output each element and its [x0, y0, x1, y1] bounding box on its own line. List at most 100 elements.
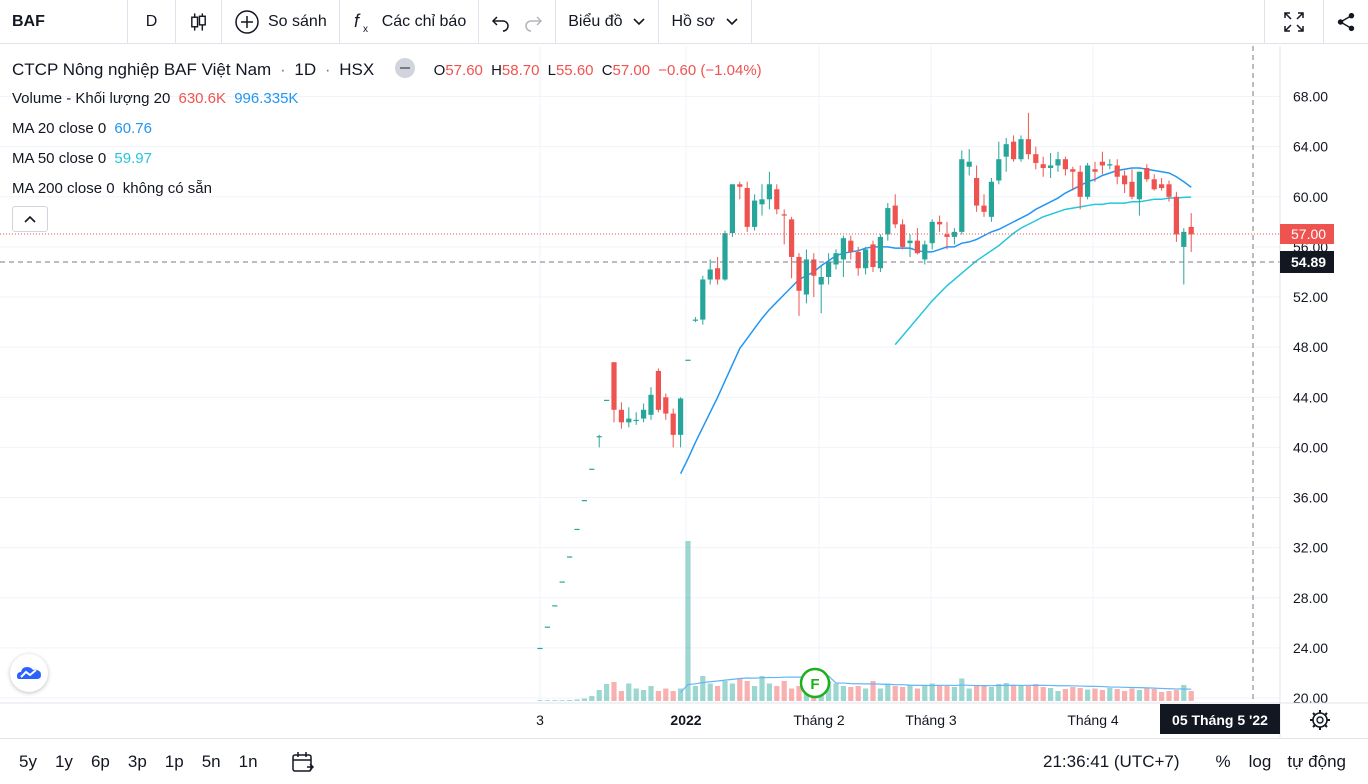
legend-collapse-button[interactable] — [12, 206, 48, 232]
candle-body — [1025, 139, 1031, 155]
candle — [1011, 135, 1017, 162]
crosshair-time-tag: 05 Tháng 5 '22 — [1160, 704, 1280, 734]
candle — [789, 216, 795, 279]
candle — [1159, 178, 1165, 191]
range-button[interactable]: 5y — [19, 751, 37, 771]
volume-bar — [1085, 689, 1091, 701]
share-button[interactable] — [1324, 0, 1368, 44]
candle — [589, 468, 595, 470]
event-marker[interactable]: F — [799, 667, 831, 699]
range-button[interactable]: 3p — [127, 751, 147, 771]
volume-bar — [1011, 686, 1017, 701]
time-axis[interactable]: 3 2022 Tháng 2 Tháng 3 Tháng 4 — [536, 712, 1119, 728]
candle-body — [1003, 144, 1009, 157]
candle-body — [559, 581, 565, 583]
fullscreen-button[interactable] — [1264, 0, 1324, 44]
volume-bar — [1151, 689, 1157, 701]
candle — [1122, 170, 1128, 194]
time-label: 2022 — [670, 712, 701, 728]
candle — [596, 434, 602, 448]
volume-bar — [618, 691, 624, 701]
candles — [537, 112, 1194, 650]
candle-body — [567, 556, 573, 558]
compare-button[interactable]: So sánh — [222, 0, 340, 44]
low-label: L — [547, 62, 556, 79]
candle — [552, 605, 558, 607]
volume-bar — [1181, 685, 1187, 701]
candle-body — [1188, 226, 1194, 235]
time-label: 3 — [536, 712, 544, 728]
candles-icon — [191, 12, 206, 31]
candle — [1025, 112, 1031, 160]
candle-body — [833, 253, 839, 265]
candle-body — [1114, 165, 1120, 177]
volume-bar — [722, 681, 728, 701]
volume-bar — [589, 696, 595, 701]
profile-menu-button[interactable]: Hồ sơ — [659, 0, 752, 44]
interval-button[interactable]: D — [128, 0, 176, 44]
candle-body — [1159, 184, 1165, 189]
volume-bar — [1173, 690, 1179, 701]
candle — [700, 275, 706, 325]
clock-time[interactable]: 21:36:41 (UTC+7) — [1042, 751, 1180, 771]
legend-exchange: HSX — [339, 60, 375, 79]
candle-body — [1085, 165, 1091, 197]
time-label: Tháng 3 — [905, 712, 957, 728]
volume-bar — [544, 700, 550, 701]
indicators-button[interactable]: f x Các chỉ báo — [340, 0, 480, 44]
candle-body — [581, 500, 587, 502]
candle-body — [1055, 159, 1061, 166]
percent-toggle[interactable]: % — [1215, 751, 1231, 771]
candle-body — [707, 269, 713, 280]
time-label: Tháng 4 — [1067, 712, 1119, 728]
volume-bars — [537, 541, 1194, 701]
crosshair-price-tag: 54.89 — [1280, 251, 1334, 273]
volume-bar — [641, 690, 647, 701]
volume-bar — [1018, 685, 1024, 701]
price-tick-label: 40.00 — [1293, 439, 1328, 455]
date-range-button[interactable] — [291, 751, 315, 773]
candle — [1136, 171, 1142, 216]
range-button[interactable]: 1p — [164, 751, 184, 771]
last-price-tag: 57.00 — [1280, 224, 1334, 244]
chart-area[interactable]: 68.00 64.00 60.00 56.00 52.00 48.00 44.00 40.00… — [0, 45, 1368, 737]
range-button[interactable]: 1n — [238, 751, 258, 771]
candle — [1048, 152, 1054, 179]
candle-body — [996, 159, 1002, 181]
chart-menu-label: Biểu đồ — [568, 12, 623, 30]
candle-body — [692, 319, 698, 321]
candle-type-button[interactable] — [176, 0, 222, 44]
candle-body — [1136, 171, 1142, 200]
candle-body — [974, 178, 980, 206]
candle-body — [604, 399, 610, 401]
volume-bar — [840, 686, 846, 701]
volume-bar — [1033, 684, 1039, 701]
candle — [803, 249, 809, 304]
tradingview-logo-button[interactable] — [10, 654, 48, 692]
candle-body — [907, 240, 913, 244]
range-button[interactable]: 5n — [201, 751, 221, 771]
log-toggle[interactable]: log — [1248, 751, 1272, 771]
settings-gear-icon[interactable] — [1310, 710, 1330, 730]
range-button[interactable]: 6p — [90, 751, 110, 771]
volume-bar — [729, 683, 735, 701]
candle — [1070, 166, 1076, 191]
price-chart[interactable]: 68.0064.0060.0056.0052.0048.0044.0040.00… — [0, 45, 1368, 737]
candle — [781, 209, 787, 245]
candle — [1107, 159, 1113, 170]
price-axis[interactable]: 68.0064.0060.0056.0052.0048.0044.0040.00… — [1293, 89, 1328, 706]
auto-scale-toggle[interactable]: tự động — [1287, 751, 1346, 771]
undo-button[interactable] — [479, 0, 517, 44]
candle-body — [892, 205, 898, 225]
volume-bar — [774, 686, 780, 701]
high-label: H — [491, 62, 502, 79]
candle — [951, 228, 957, 245]
candle — [877, 234, 883, 272]
symbol-search-button[interactable]: BAF — [0, 0, 128, 44]
ma50-legend-label: MA 50 close 0 — [12, 150, 107, 167]
redo-button[interactable] — [517, 0, 557, 44]
volume-bar — [678, 688, 684, 701]
range-button[interactable]: 1y — [54, 751, 73, 771]
chart-menu-button[interactable]: Biểu đồ — [556, 0, 660, 44]
compare-label: So sánh — [268, 12, 327, 30]
